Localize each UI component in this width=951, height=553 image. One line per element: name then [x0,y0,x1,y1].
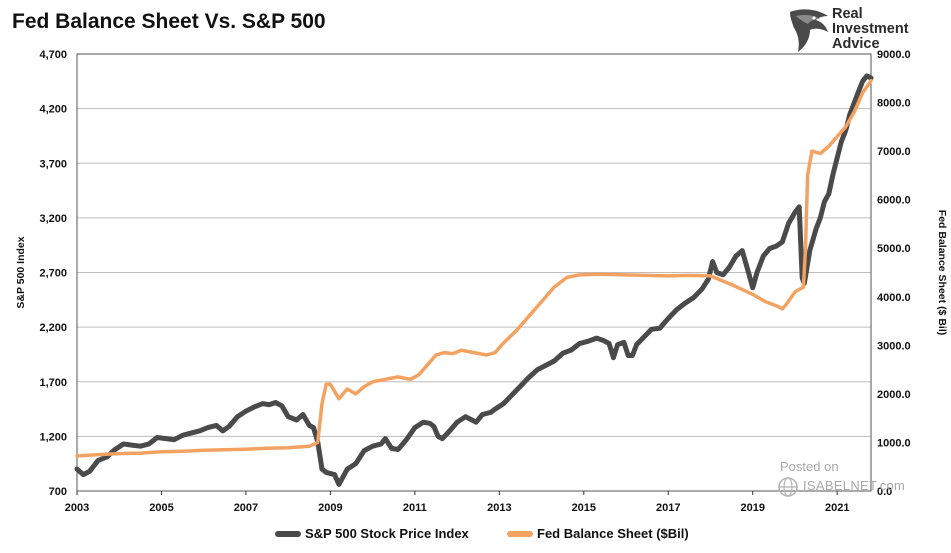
gridlines [77,108,871,437]
logo-line-2: Investment [832,21,909,37]
logo-wordmark: Real Investment Advice [832,7,909,52]
legend-label-sp500: S&P 500 Stock Price Index [305,526,469,541]
x-tick-label: 2003 [65,502,89,514]
legend-item-sp500: S&P 500 Stock Price Index [275,526,469,541]
page-title: Fed Balance Sheet Vs. S&P 500 [12,10,326,33]
legend-label-fed: Fed Balance Sheet ($Bil) [537,526,689,541]
left-axis-ticks: 700 1,200 1,700 2,200 2,700 3,200 3,700 4,200 4,… [39,49,67,498]
right-axis-ticks: 0.0 1000.0 2000.0 3000.0 4000.0 5000.0 6000.0 7… [877,49,911,498]
watermark-site-text: ISABELNET.com [803,478,906,493]
right-tick-label: 6000.0 [877,195,911,207]
legend-item-fed: Fed Balance Sheet ($Bil) [507,526,689,541]
globe-icon [778,477,798,497]
left-tick-label: 1,700 [39,377,67,389]
series-line-fed [75,78,873,458]
right-tick-label: 9000.0 [877,49,911,61]
x-tick-label: 2007 [234,502,258,514]
series-layer [74,73,874,487]
right-tick-label: 5000.0 [877,243,911,255]
x-tick-label: 2019 [741,502,765,514]
right-tick-label: 7000.0 [877,146,911,158]
watermark-posted-text: Posted on [780,459,839,474]
left-tick-label: 1,200 [39,431,67,443]
right-tick-label: 1000.0 [877,437,911,449]
right-tick-label: 3000.0 [877,340,911,352]
x-tick-label: 2013 [487,502,511,514]
left-tick-label: 4,200 [39,104,67,116]
x-tick-label: 2015 [572,502,596,514]
isabelnet-watermark: Posted on ISABELNET.com [773,458,906,500]
legend-swatch-fed [507,530,533,537]
left-tick-label: 3,700 [39,158,67,170]
plot-frame [76,53,872,492]
logo-line-1: Real [832,6,863,22]
eagle-head-icon [790,9,828,52]
x-tick-label: 2005 [149,502,173,514]
left-tick-label: 4,700 [39,49,67,61]
right-tick-label: 8000.0 [877,98,911,110]
logo-line-3: Advice [832,36,880,52]
x-tick-label: 2009 [318,502,342,514]
right-tick-label: 0.0 [877,486,892,498]
right-tick-label: 4000.0 [877,292,911,304]
x-tick-label: 2021 [825,502,849,514]
left-tick-label: 2,200 [39,322,67,334]
brand-logo: Real Investment Advice [788,6,928,54]
left-tick-label: 700 [49,486,67,498]
left-tick-label: 3,200 [39,213,67,225]
series-line-sp500 [74,73,874,487]
right-axis-label: Fed Balance Sheet ($ Bil) [936,210,948,335]
legend-swatch-sp500 [275,530,301,537]
x-tick-label: 2011 [403,502,427,514]
x-axis-ticks: 2003 2005 2007 2009 2011 2013 2015 2017 2019 2021 [65,491,849,514]
x-tick-label: 2017 [656,502,680,514]
left-axis-label: S&P 500 Index [15,236,27,308]
chart-legend: S&P 500 Stock Price Index Fed Balance Sh… [0,526,951,546]
right-tick-label: 2000.0 [877,389,911,401]
left-tick-label: 2,700 [39,268,67,280]
